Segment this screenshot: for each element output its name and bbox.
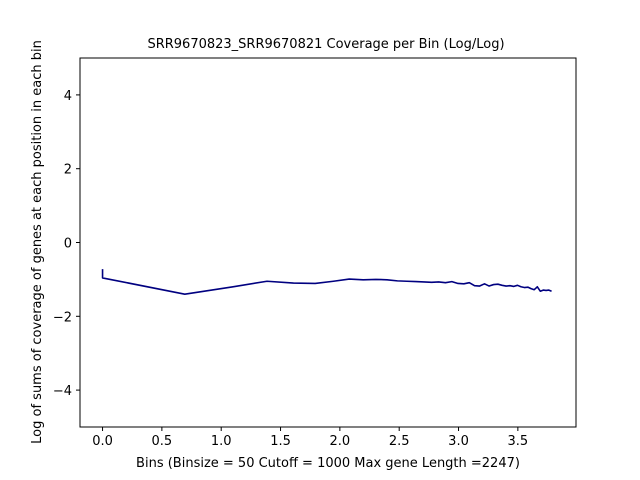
chart-title: SRR9670823_SRR9670821 Coverage per Bin (…	[147, 37, 504, 52]
x-tick-label: 1.5	[270, 434, 291, 449]
plot-frame	[79, 57, 577, 428]
y-tick-label: 4	[64, 89, 72, 104]
x-tick-label: 0.5	[152, 434, 173, 449]
y-tick-label: −4	[53, 384, 72, 399]
y-tick-label: 2	[64, 163, 72, 178]
y-tick-label: 0	[64, 237, 72, 252]
x-axis-label: Bins (Binsize = 50 Cutoff = 1000 Max gen…	[136, 456, 520, 471]
x-tick-label: 3.0	[448, 434, 469, 449]
plot-area: 0.0 0.5 1.0 1.5 2.0 2.5 3.0 3.5 −4 −2 0 2 4	[53, 57, 577, 449]
x-tick-label: 0.0	[92, 434, 113, 449]
x-axis: 0.0 0.5 1.0 1.5 2.0 2.5 3.0 3.5	[92, 427, 528, 449]
series-layer	[101, 269, 552, 295]
x-tick-label: 3.5	[508, 434, 529, 449]
y-axis-label: Log of sums of coverage of genes at each…	[30, 40, 45, 444]
y-axis: −4 −2 0 2 4	[53, 89, 80, 399]
series-line	[101, 269, 552, 295]
x-tick-label: 1.0	[211, 434, 232, 449]
y-tick-label: −2	[53, 310, 72, 325]
x-tick-label: 2.0	[330, 434, 351, 449]
x-tick-label: 2.5	[389, 434, 410, 449]
